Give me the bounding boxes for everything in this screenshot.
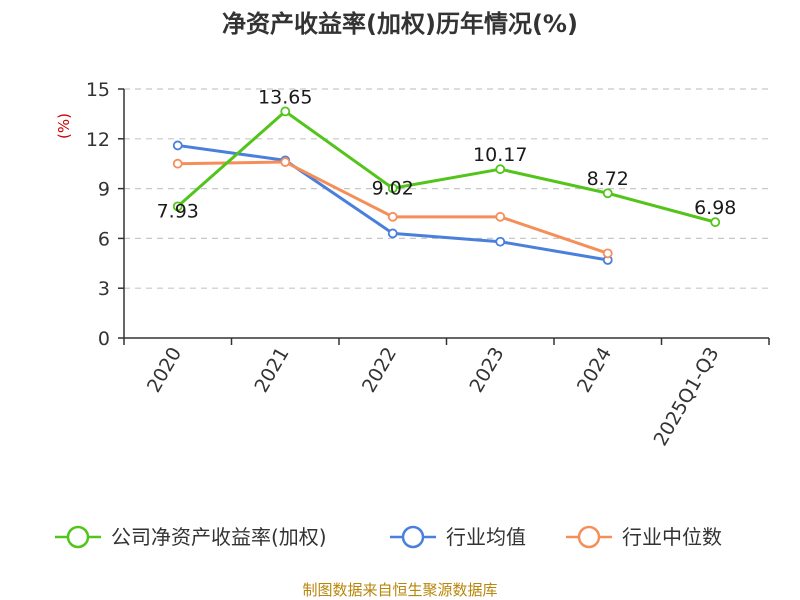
data-point	[280, 157, 291, 167]
legend: 公司净资产收益率(加权) 行业均值 行业中位数	[55, 525, 722, 549]
x-tick-label: 2025Q1-Q3	[650, 344, 724, 450]
series-group: 7.93 13.65 9.02 10.17 8.72 6.98	[157, 86, 736, 265]
x-tick-label: 2020	[143, 344, 186, 397]
data-point	[387, 183, 398, 194]
data-label: 8.72	[587, 168, 629, 190]
y-tick-label: 0	[98, 328, 110, 350]
data-point	[495, 236, 506, 247]
data-point	[172, 201, 183, 212]
y-tick-label: 9	[98, 179, 110, 201]
series-line	[176, 109, 716, 224]
legend-marker	[66, 525, 90, 549]
data-label: 6.98	[694, 197, 736, 219]
chart-title: 净资产收益率(加权)历年情况(%)	[222, 10, 578, 38]
y-tick-label: 12	[86, 129, 110, 151]
data-point	[602, 248, 613, 259]
legend-label: 行业均值	[446, 525, 526, 549]
grid	[124, 88, 769, 289]
legend-marker	[401, 525, 425, 549]
legend-marker	[577, 525, 601, 549]
source-note: 制图数据来自恒生聚源数据库	[302, 581, 497, 599]
data-label: 10.17	[473, 144, 527, 166]
x-tick-label: 2021	[250, 344, 293, 397]
y-axis-label: (%)	[55, 113, 73, 139]
data-point	[172, 140, 183, 151]
data-label: 7.93	[157, 200, 199, 222]
data-point	[172, 158, 183, 169]
y-tick-label: 3	[98, 278, 110, 300]
series-line	[177, 160, 609, 255]
data-point	[387, 228, 398, 239]
data-point	[602, 188, 613, 199]
data-point	[280, 106, 291, 117]
data-label: 13.65	[258, 86, 312, 108]
data-point	[387, 211, 398, 222]
data-point	[710, 217, 721, 228]
data-point	[495, 211, 506, 222]
y-tick-label: 15	[86, 79, 110, 101]
y-tick-label: 6	[98, 228, 110, 250]
axes: 0 3 6 9 12 15 2020 2021 2022 2023 2024 2025Q1-Q3	[86, 79, 770, 450]
legend-label: 公司净资产收益率(加权)	[111, 525, 327, 549]
data-point	[495, 164, 506, 175]
x-tick-label: 2024	[573, 344, 616, 397]
legend-label: 行业中位数	[622, 525, 722, 549]
x-tick-label: 2022	[358, 344, 401, 397]
data-label: 9.02	[372, 177, 414, 199]
x-tick-label: 2023	[465, 344, 508, 397]
